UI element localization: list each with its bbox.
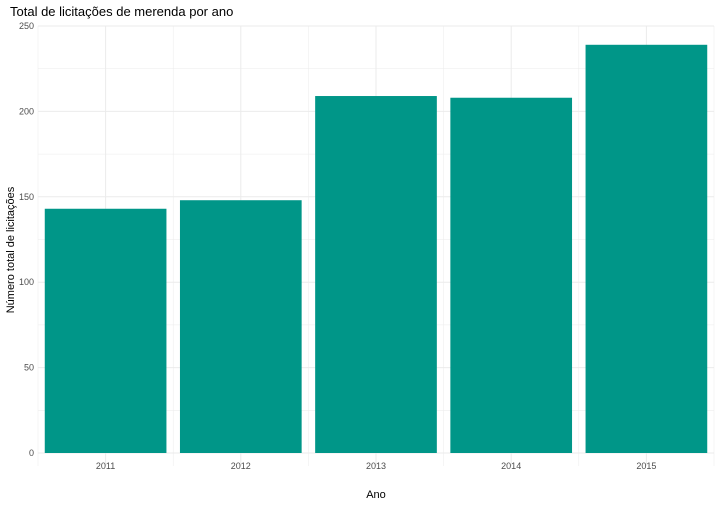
- x-tick-label: 2015: [636, 461, 656, 471]
- x-tick-label: 2012: [231, 461, 251, 471]
- x-tick-label: 2011: [96, 461, 115, 471]
- y-tick-label: 0: [29, 448, 34, 458]
- x-tick-label: 2014: [501, 461, 521, 471]
- chart-title: Total de licitações de merenda por ano: [10, 4, 233, 19]
- x-axis-label: Ano: [366, 489, 386, 501]
- y-tick-label: 50: [24, 363, 34, 373]
- bar-2013: [315, 96, 437, 453]
- y-tick-label: 250: [19, 21, 34, 31]
- y-tick-label: 200: [19, 106, 34, 116]
- y-tick-label: 100: [19, 277, 34, 287]
- bars-group: [44, 44, 708, 454]
- y-tick-labels: 0 50 100 150 200 250: [19, 21, 34, 458]
- x-tick-labels: 2011 2012 2013 2014 2015: [96, 461, 656, 471]
- bar-2011: [44, 208, 167, 453]
- bar-2012: [179, 200, 302, 453]
- y-axis-label: Número total de licitações: [5, 186, 17, 313]
- y-tick-label: 150: [19, 192, 34, 202]
- x-tick-label: 2013: [366, 461, 386, 471]
- bar-2014: [450, 97, 573, 454]
- bar-2015: [585, 44, 708, 454]
